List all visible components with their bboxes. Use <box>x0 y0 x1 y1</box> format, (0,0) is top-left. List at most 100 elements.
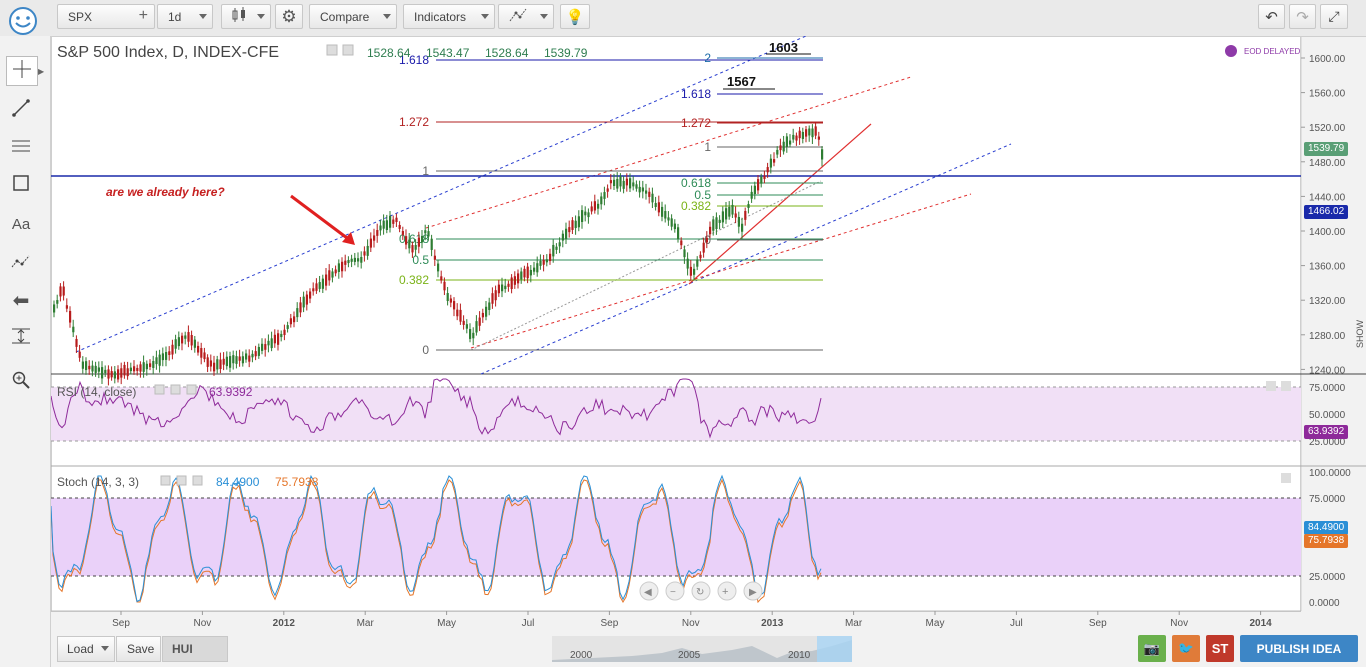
twitter-button[interactable]: 🐦 <box>1172 635 1200 662</box>
crosshair-tool-button[interactable] <box>6 56 38 86</box>
price-axis-label: 1240.00 <box>1309 365 1346 376</box>
price-axis-label: 1360.00 <box>1309 262 1346 273</box>
rsi-axis-label: 75.0000 <box>1309 383 1346 394</box>
price-candles <box>53 122 824 386</box>
time-axis-label: Nov <box>194 618 212 629</box>
load-button[interactable]: Load <box>57 636 115 662</box>
lower-channel-line <box>480 143 1012 375</box>
gear-icon: ⚙ <box>281 6 297 26</box>
candles-icon <box>231 7 247 26</box>
navigator-minimap[interactable]: 2000 2005 2010 <box>552 636 852 662</box>
annotation-arrow <box>290 194 352 243</box>
svg-text:↻: ↻ <box>696 587 704 598</box>
eod-badge-text: EOD DELAYED <box>1244 47 1301 56</box>
annotation-text: are we already here? <box>106 185 225 199</box>
save-name-field[interactable]: HUI <box>162 636 228 662</box>
drawing-toolbar: ▶ Aa ⬅ <box>0 36 51 667</box>
chart-style-button[interactable] <box>221 4 271 29</box>
measure-tool-button[interactable] <box>6 324 36 352</box>
smiley-icon[interactable] <box>6 4 40 38</box>
time-axis-label: 2012 <box>273 618 296 629</box>
stoch-axis-label: 25.0000 <box>1309 572 1346 583</box>
chart-title: S&P 500 Index, D, INDEX-CFE <box>57 44 279 61</box>
upper-channel-line <box>75 36 807 353</box>
rectangle-icon <box>12 174 30 197</box>
indicators-button[interactable]: Indicators <box>403 4 495 29</box>
time-axis-label: Jul <box>522 618 535 629</box>
text-icon: Aa <box>11 215 31 233</box>
stoch-k-tag: 84.4900 <box>1304 521 1349 535</box>
lines-tool-button[interactable] <box>6 134 36 162</box>
time-axis-label: Mar <box>357 618 375 629</box>
add-symbol-icon[interactable]: + <box>138 7 148 24</box>
chart-navigation-controls[interactable]: ◀ − ↻ + ▶ <box>639 581 763 601</box>
show-panel-toggle[interactable]: SHOW <box>1355 319 1365 348</box>
zoom-tool-button[interactable] <box>6 368 36 396</box>
twitter-icon: 🐦 <box>1177 640 1195 656</box>
undo-button[interactable]: ↶ <box>1258 4 1285 29</box>
rsi-band <box>51 387 1301 441</box>
save-button[interactable]: Save <box>116 636 161 662</box>
time-axis-label: Nov <box>1170 618 1188 629</box>
price-axis-label: 1320.00 <box>1309 296 1346 307</box>
line-price-tag: 1466.02 <box>1304 205 1349 219</box>
red-trendline <box>688 123 872 285</box>
fib-left-label: 0.5 <box>412 253 429 267</box>
svg-text:−: − <box>670 587 676 598</box>
trend-template-icon <box>509 7 527 26</box>
stoch-axis-label: 0.0000 <box>1309 598 1340 609</box>
eod-delayed-badge: EOD DELAYED <box>1225 45 1301 57</box>
time-axis-label: Nov <box>682 618 700 629</box>
stoch-pane-button[interactable] <box>1281 473 1291 483</box>
stocktwits-icon: ST <box>1211 641 1229 656</box>
stoch-title: Stoch (14, 3, 3) <box>57 475 139 489</box>
indicators-label: Indicators <box>414 9 467 24</box>
fib-right-label: 0.382 <box>681 199 711 213</box>
stoch-axis-label: 100.0000 <box>1309 468 1351 479</box>
top-toolbar: SPX + 1d ⚙ Compare Indicators 💡 ↶ ↷ ⤢ <box>0 0 1366 37</box>
camera-icon: 📷 <box>1143 640 1161 656</box>
title-icons[interactable] <box>326 44 354 56</box>
stocktwits-button[interactable]: ST <box>1206 635 1234 662</box>
target-1603-label: 1603 <box>769 40 798 55</box>
trendline-tool-button[interactable] <box>6 96 36 124</box>
ohlc-high: 1543.47 <box>426 46 470 60</box>
settings-button[interactable]: ⚙ <box>275 4 303 29</box>
redo-button[interactable]: ↷ <box>1289 4 1316 29</box>
interval-select[interactable]: 1d <box>157 4 213 29</box>
shape-tool-button[interactable] <box>6 171 36 199</box>
pane-maximize-button[interactable] <box>1266 381 1276 391</box>
expand-arrow-icon[interactable]: ▶ <box>38 67 45 76</box>
text-tool-button[interactable]: Aa <box>6 210 36 238</box>
zoom-icon <box>12 371 30 394</box>
publish-idea-button[interactable]: PUBLISH IDEA <box>1240 635 1358 662</box>
redo-icon: ↷ <box>1296 8 1309 26</box>
fullscreen-button[interactable]: ⤢ <box>1320 4 1348 29</box>
fib-left-label: 1.618 <box>399 53 429 67</box>
ohlc-close: 1539.79 <box>544 46 588 60</box>
svg-text:◀: ◀ <box>644 587 652 598</box>
symbol-input[interactable]: SPX + <box>57 4 155 29</box>
drawing-templates-button[interactable] <box>498 4 554 29</box>
lightbulb-icon: 💡 <box>565 8 585 26</box>
alert-button[interactable]: 💡 <box>560 4 590 29</box>
trendline-icon <box>12 98 30 122</box>
price-axis-label: 1560.00 <box>1309 89 1346 100</box>
stoch-axis-label: 75.0000 <box>1309 494 1346 505</box>
snapshot-button[interactable]: 📷 <box>1138 635 1166 662</box>
fib-left-label: 0 <box>422 343 429 357</box>
back-tool-button[interactable]: ⬅ <box>6 286 36 314</box>
time-axis-label: Jul <box>1010 618 1023 629</box>
rsi-value-tag: 63.9392 <box>1304 425 1349 439</box>
time-axis-label: May <box>926 618 945 629</box>
pattern-tool-button[interactable] <box>6 249 36 277</box>
compare-button[interactable]: Compare <box>309 4 397 29</box>
pattern-icon <box>11 253 31 274</box>
chart-canvas[interactable]: 1.6181.27210.6180.50.382021.6181.27210.6… <box>51 36 1366 633</box>
symbol-text: SPX <box>68 9 93 24</box>
price-axis-label: 1520.00 <box>1309 123 1346 134</box>
horizontal-lines-icon <box>12 139 30 158</box>
nav-year-2005: 2005 <box>678 650 701 661</box>
pane-close-button[interactable] <box>1281 381 1291 391</box>
nav-year-2010: 2010 <box>788 650 811 661</box>
